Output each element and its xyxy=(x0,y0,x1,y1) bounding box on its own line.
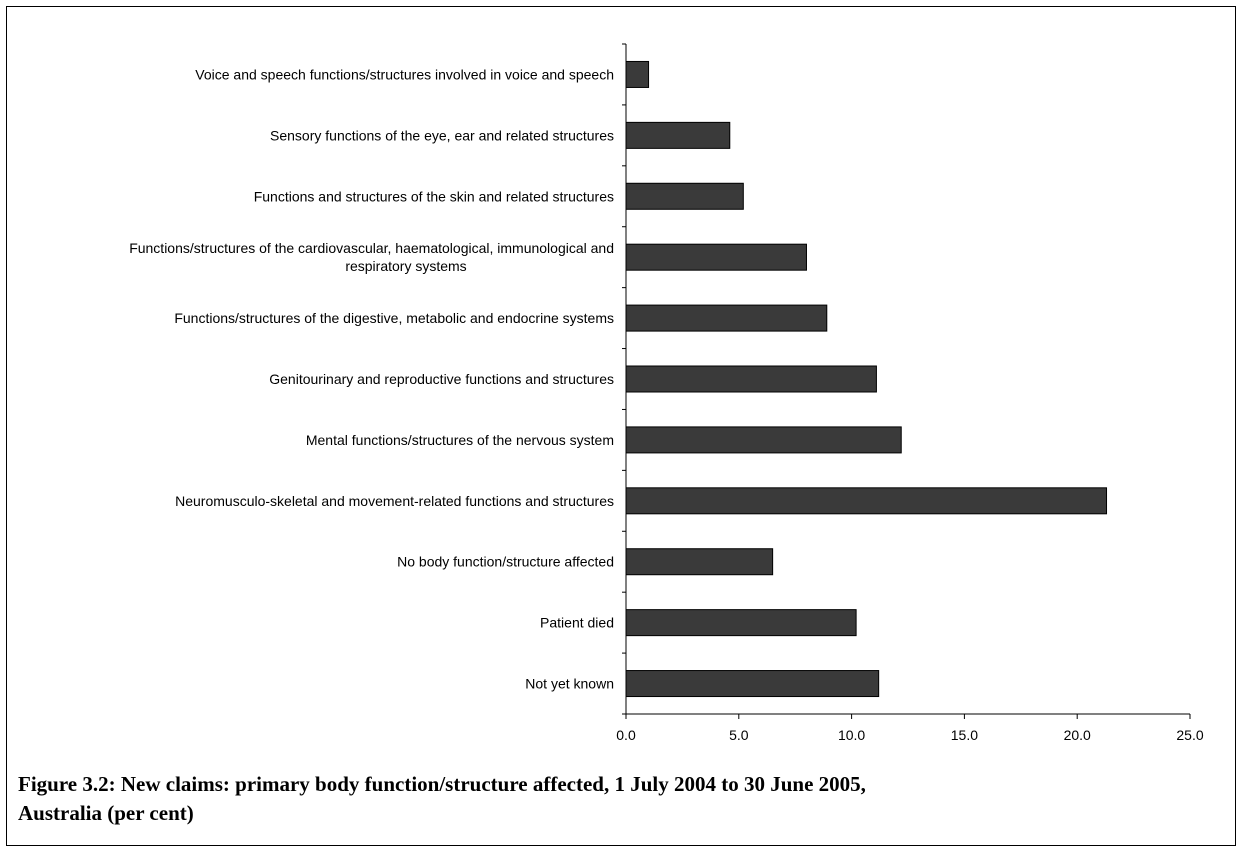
category-label-line: Functions/structures of the cardiovascul… xyxy=(129,240,614,256)
category-label: Sensory functions of the eye, ear and re… xyxy=(270,127,614,143)
bar-chart: 0.0 5.0 10.0 15.0 20.0 25.0 Voice and speech f… xyxy=(129,43,1204,743)
category-label: Mental functions/structures of the nervo… xyxy=(306,432,614,448)
category-label: Genitourinary and reproductive functions… xyxy=(269,371,614,387)
bar xyxy=(625,60,650,88)
category-label: Voice and speech functions/structures in… xyxy=(195,66,614,82)
category-label: Not yet known xyxy=(525,676,614,692)
bar xyxy=(625,548,774,576)
x-tick-label: 0.0 xyxy=(616,727,636,743)
category-label: Patient died xyxy=(540,615,614,631)
category-label: Neuromusculo-skeletal and movement-relat… xyxy=(175,493,614,509)
category-label: Functions/structures of the cardiovascul… xyxy=(129,240,614,274)
bar xyxy=(625,609,857,637)
x-tick-label: 5.0 xyxy=(729,727,749,743)
bar xyxy=(625,121,731,149)
figure-caption: Figure 3.2: New claims: primary body fun… xyxy=(18,770,1218,828)
x-tick-label: 10.0 xyxy=(838,727,865,743)
category-label: Functions/structures of the digestive, m… xyxy=(174,310,614,326)
bar xyxy=(625,487,1108,515)
category-label: No body function/structure affected xyxy=(397,554,614,570)
caption-line-2: Australia (per cent) xyxy=(18,801,194,825)
x-tick-label: 25.0 xyxy=(1176,727,1203,743)
bar xyxy=(625,182,744,210)
bar xyxy=(625,304,828,332)
x-tick-label: 20.0 xyxy=(1064,727,1091,743)
category-label-line: respiratory systems xyxy=(345,258,466,274)
bar xyxy=(625,365,877,393)
figure-frame xyxy=(6,6,1236,846)
category-label: Functions and structures of the skin and… xyxy=(254,188,614,204)
bar xyxy=(625,426,902,454)
caption-line-1: Figure 3.2: New claims: primary body fun… xyxy=(18,772,866,796)
bar xyxy=(625,243,807,271)
bar xyxy=(625,670,880,698)
x-tick-label: 15.0 xyxy=(951,727,978,743)
